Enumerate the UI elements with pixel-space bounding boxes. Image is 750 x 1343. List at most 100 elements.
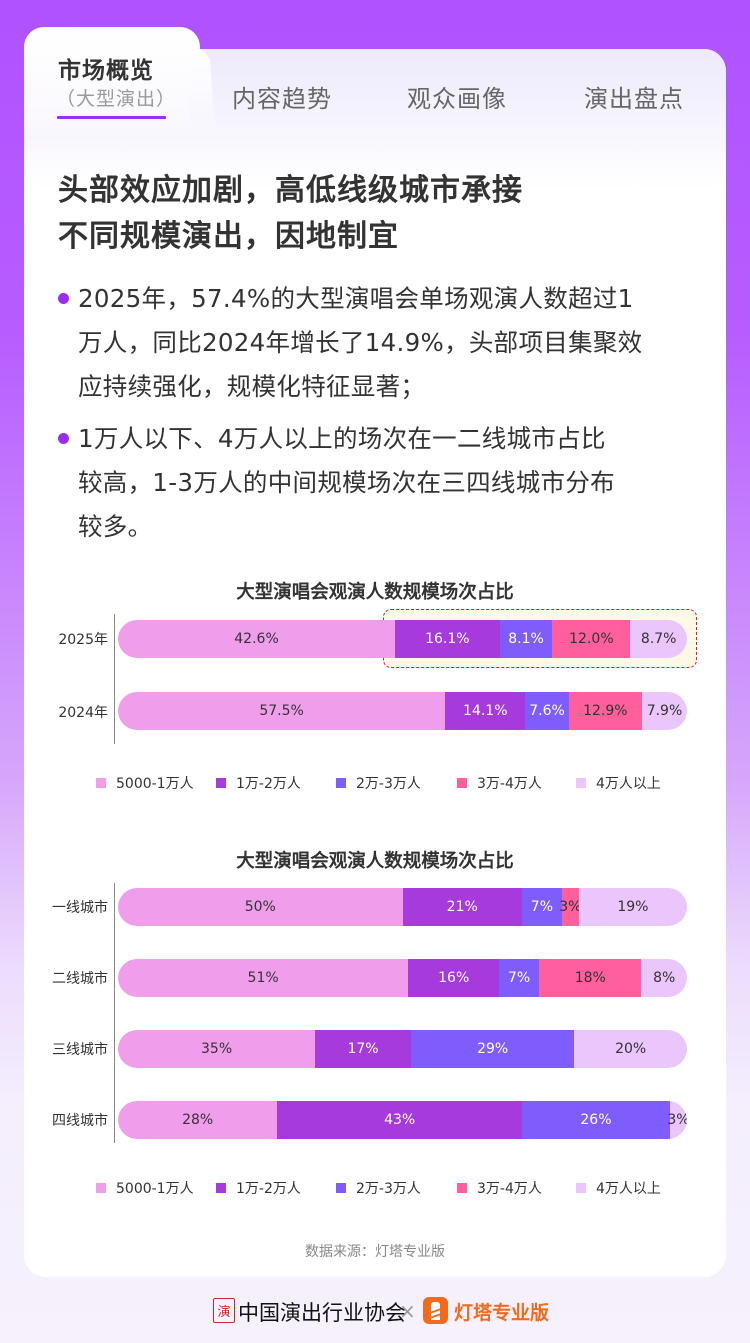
legend-swatch (96, 1183, 106, 1193)
lighthouse-icon (423, 1297, 448, 1324)
bullet-1-line-2: 万人，同比2024年增长了14.9%，头部项目集聚效 (78, 328, 643, 357)
chart-1-axis (114, 614, 115, 744)
bar-segment: 26% (521, 1101, 670, 1139)
legend-item: 4万人以上 (576, 1178, 661, 1198)
legend-item: 1万-2万人 (216, 773, 301, 793)
tab-show-review[interactable]: 演出盘点 (584, 85, 684, 113)
bullet-dot-icon (58, 433, 69, 444)
bar-segment: 42.6% (118, 620, 396, 658)
bar-segment: 50% (118, 888, 403, 926)
bar-segment: 43% (277, 1101, 522, 1139)
legend-label: 4万人以上 (596, 1181, 661, 1197)
bar-segment: 7% (521, 888, 562, 926)
chart-2-legend: 5000-1万人 1万-2万人 2万-3万人 3万-4万人 4万人以上 (0, 1178, 750, 1198)
legend-swatch (457, 1183, 467, 1193)
chart-1-bar-2025: 42.6% 16.1% 8.1% 12.0% 8.7% (118, 620, 687, 658)
legend-swatch (96, 778, 106, 788)
bar-segment: 21% (402, 888, 522, 926)
legend-item: 3万-4万人 (457, 773, 542, 793)
bar-segment: 19% (578, 888, 687, 926)
active-tab-indicator (57, 116, 166, 119)
chart-2-row-label: 四线城市 (52, 1113, 108, 1129)
bullet-dot-icon (58, 293, 69, 304)
chart-1-row-label: 2025年 (58, 632, 108, 648)
legend-label: 1万-2万人 (236, 1181, 301, 1197)
legend-swatch (336, 778, 346, 788)
legend-item: 2万-3万人 (336, 773, 421, 793)
legend-swatch (216, 778, 226, 788)
chart-2-bar-tier4: 28%43%26%3% (118, 1101, 687, 1139)
bar-segment: 16.1% (395, 620, 500, 658)
chart-2-bar-tier1: 50% 21% 7% 3% 19% (118, 888, 687, 926)
legend-label: 3万-4万人 (477, 776, 542, 792)
association-seal-icon: 演 (213, 1298, 235, 1323)
bar-segment: 8% (641, 959, 687, 997)
bar-segment: 3% (559, 888, 581, 926)
chart-2-row-label: 一线城市 (52, 900, 108, 916)
bar-segment: 20% (574, 1030, 687, 1068)
tab-content-trends[interactable]: 内容趋势 (232, 85, 332, 113)
bar-segment: 3% (667, 1101, 687, 1139)
legend-item: 5000-1万人 (96, 773, 194, 793)
chart-2-axis (114, 883, 115, 1143)
chart-1-title: 大型演唱会观演人数规模场次占比 (236, 582, 514, 603)
legend-swatch (457, 778, 467, 788)
bullet-1-line-3: 应持续强化，规模化特征显著； (78, 372, 426, 401)
page-title: 头部效应加剧，高低线级城市承接 不同规模演出，因地制宜 (58, 168, 523, 260)
footer-logos: 演 中国演出行业协会 × 灯塔专业版 (0, 1296, 750, 1326)
bar-segment: 12.0% (552, 620, 631, 658)
tab-market-overview-label: 市场概览 (58, 58, 154, 84)
tab-audience-profile[interactable]: 观众画像 (407, 85, 507, 113)
bar-segment: 14.1% (445, 692, 526, 730)
chart-2-bar-tier2: 51% 16% 7% 18% 8% (118, 959, 687, 997)
chart-1-legend: 5000-1万人 1万-2万人 2万-3万人 3万-4万人 4万人以上 (0, 773, 750, 793)
legend-label: 2万-3万人 (356, 1181, 421, 1197)
bar-segment: 8.7% (630, 620, 687, 658)
bullet-point-1: 2025年，57.4%的大型演唱会单场观演人数超过1 万人，同比2024年增长了… (78, 277, 708, 409)
legend-swatch (336, 1183, 346, 1193)
legend-label: 5000-1万人 (116, 776, 194, 792)
chart-2-row-label: 二线城市 (52, 971, 108, 987)
legend-swatch (576, 1183, 586, 1193)
legend-item: 5000-1万人 (96, 1178, 194, 1198)
legend-swatch (216, 1183, 226, 1193)
bullet-point-2: 1万人以下、4万人以上的场次在一二线城市占比 较高，1-3万人的中间规模场次在三… (78, 417, 708, 549)
chart-1-row-label: 2024年 (58, 705, 108, 721)
chart-2-bar-tier3: 35% 17% 29% 20% (118, 1030, 687, 1068)
bar-segment: 16% (408, 959, 500, 997)
bullet-2-line-3: 较多。 (78, 512, 153, 541)
legend-item: 2万-3万人 (336, 1178, 421, 1198)
legend-item: 4万人以上 (576, 773, 661, 793)
chart-2-title: 大型演唱会观演人数规模场次占比 (236, 851, 514, 872)
bar-segment: 35% (118, 1030, 316, 1068)
page-title-line-2: 不同规模演出，因地制宜 (58, 219, 399, 254)
bullet-2-line-1: 1万人以下、4万人以上的场次在一二线城市占比 (78, 424, 606, 453)
bar-segment: 7% (499, 959, 540, 997)
times-icon: × (399, 1299, 416, 1323)
bar-segment: 17% (315, 1030, 411, 1068)
data-source: 数据来源：灯塔专业版 (305, 1244, 445, 1260)
bar-segment: 7.6% (525, 692, 569, 730)
page-title-line-1: 头部效应加剧，高低线级城市承接 (58, 173, 523, 208)
bar-segment: 7.9% (642, 692, 687, 730)
legend-label: 3万-4万人 (477, 1181, 542, 1197)
partner-name: 灯塔专业版 (454, 1302, 550, 1324)
bar-segment: 18% (539, 959, 642, 997)
bullet-2-line-2: 较高，1-3万人的中间规模场次在三四线城市分布 (78, 468, 615, 497)
bar-segment: 8.1% (499, 620, 553, 658)
bar-segment: 28% (118, 1101, 278, 1139)
chart-2-row-label: 三线城市 (52, 1042, 108, 1058)
bar-segment: 29% (410, 1030, 575, 1068)
legend-item: 3万-4万人 (457, 1178, 542, 1198)
bar-segment: 51% (118, 959, 409, 997)
bar-segment: 57.5% (118, 692, 446, 730)
legend-item: 1万-2万人 (216, 1178, 301, 1198)
legend-label: 5000-1万人 (116, 1181, 194, 1197)
legend-label: 1万-2万人 (236, 776, 301, 792)
legend-swatch (576, 778, 586, 788)
tab-market-overview-sublabel: （大型演出） (56, 88, 177, 110)
legend-label: 4万人以上 (596, 776, 661, 792)
association-name: 中国演出行业协会 (238, 1301, 406, 1325)
tab-market-overview[interactable]: 市场概览 （大型演出） (24, 27, 200, 127)
legend-label: 2万-3万人 (356, 776, 421, 792)
